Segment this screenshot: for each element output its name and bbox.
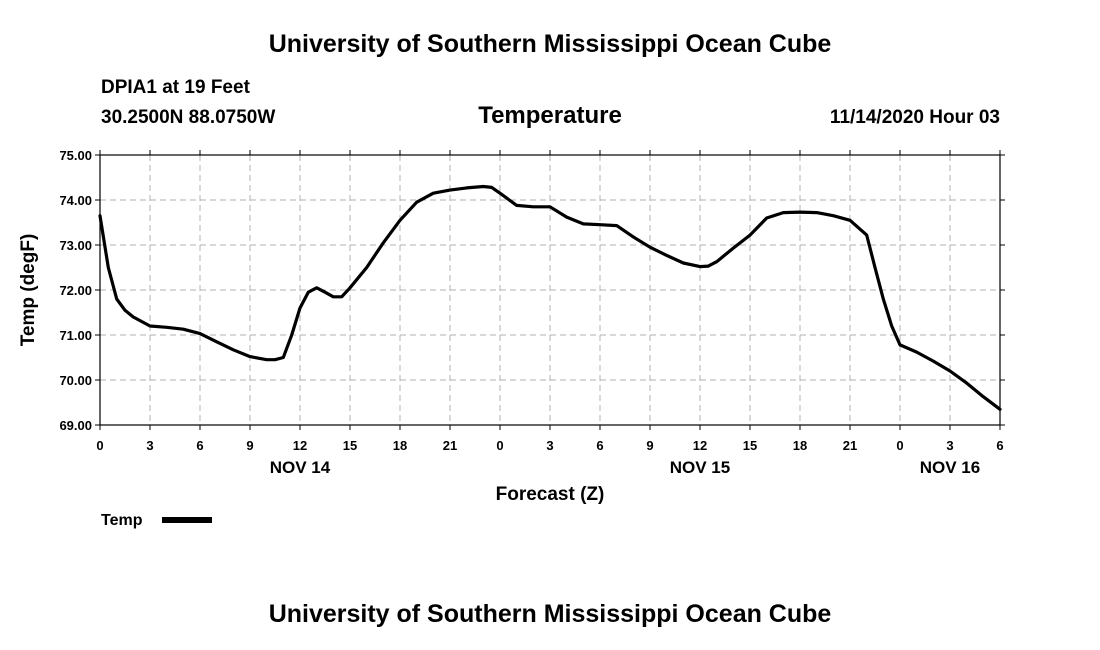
y-tick-label: 71.00	[59, 328, 92, 343]
legend-label: Temp	[101, 512, 143, 529]
top-title: University of Southern Mississippi Ocean…	[268, 30, 832, 58]
day-labels: NOV 14 NOV 15 NOV 16	[270, 458, 980, 477]
x-tick-label: 3	[946, 438, 953, 453]
day-label: NOV 14	[270, 458, 331, 477]
day-label: NOV 15	[670, 458, 730, 477]
y-tick-label: 74.00	[59, 193, 92, 208]
y-axis-title: Temp (degF)	[18, 234, 39, 347]
y-tick-label: 75.00	[59, 148, 92, 163]
x-tick-label: 18	[393, 438, 407, 453]
x-tick-label: 15	[743, 438, 757, 453]
x-tick-label: 0	[496, 438, 503, 453]
x-tick-label: 9	[646, 438, 653, 453]
x-tick-label: 0	[96, 438, 103, 453]
x-tick-label: 12	[693, 438, 707, 453]
x-tick-label: 21	[843, 438, 857, 453]
x-tick-label: 21	[443, 438, 457, 453]
x-tick-label: 6	[196, 438, 203, 453]
day-label: NOV 16	[920, 458, 980, 477]
y-tick-label: 69.00	[59, 418, 92, 433]
x-tick-label: 12	[293, 438, 307, 453]
station-label: DPIA1 at 19 Feet	[101, 77, 250, 98]
x-tick-label: 9	[246, 438, 253, 453]
y-tick-label: 73.00	[59, 238, 92, 253]
axis-ticks	[95, 150, 1005, 430]
forecast-datetime: 11/14/2020 Hour 03	[829, 107, 1000, 128]
plot-frame	[99, 154, 1001, 426]
x-tick-label: 3	[146, 438, 153, 453]
station-coords: 30.2500N 88.0750W	[101, 107, 276, 128]
x-tick-labels: 0 3 6 9 12 15 18 21 0 3 6 9 12 15 18 21 0 3 6	[96, 438, 1003, 453]
x-tick-label: 6	[996, 438, 1003, 453]
y-tick-label: 70.00	[59, 373, 92, 388]
x-tick-label: 0	[896, 438, 903, 453]
bottom-title: University of Southern Mississippi Ocean…	[268, 600, 832, 628]
x-axis-title: Forecast (Z)	[496, 484, 605, 505]
grid-lines	[100, 155, 1000, 425]
x-tick-label: 18	[793, 438, 807, 453]
y-tick-label: 72.00	[59, 283, 92, 298]
chart-subtitle: Temperature	[478, 102, 622, 129]
temp-series-line	[98, 184, 1002, 411]
x-tick-label: 6	[596, 438, 603, 453]
x-tick-label: 15	[343, 438, 357, 453]
y-tick-labels: 69.00 70.00 71.00 72.00 73.00 74.00 75.00	[59, 148, 92, 433]
x-tick-label: 3	[546, 438, 553, 453]
